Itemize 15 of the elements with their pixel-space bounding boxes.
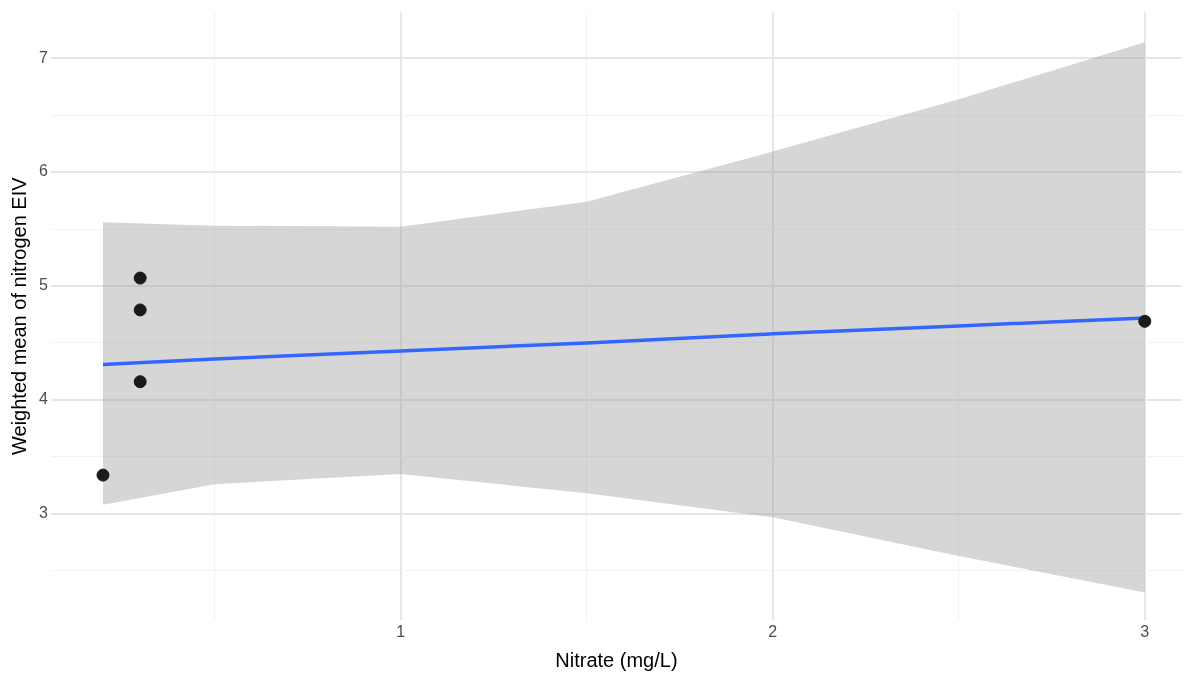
x-tick-label: 2 <box>768 622 778 640</box>
point <box>96 468 110 482</box>
point <box>133 303 147 317</box>
y-tick-label: 6 <box>38 162 48 180</box>
point <box>133 375 147 389</box>
x-tick-label: 3 <box>1140 622 1150 640</box>
point <box>1138 314 1152 328</box>
x-axis-title: Nitrate (mg/L) <box>555 648 678 671</box>
y-tick-label: 5 <box>38 276 48 294</box>
x-tick-label: 1 <box>396 622 406 640</box>
y-tick-label: 3 <box>38 504 48 522</box>
y-tick-label: 7 <box>38 48 48 66</box>
point <box>133 271 147 285</box>
y-axis-title: Weighted mean of nitrogen EIV <box>7 176 30 455</box>
y-tick-label: 4 <box>38 390 48 408</box>
